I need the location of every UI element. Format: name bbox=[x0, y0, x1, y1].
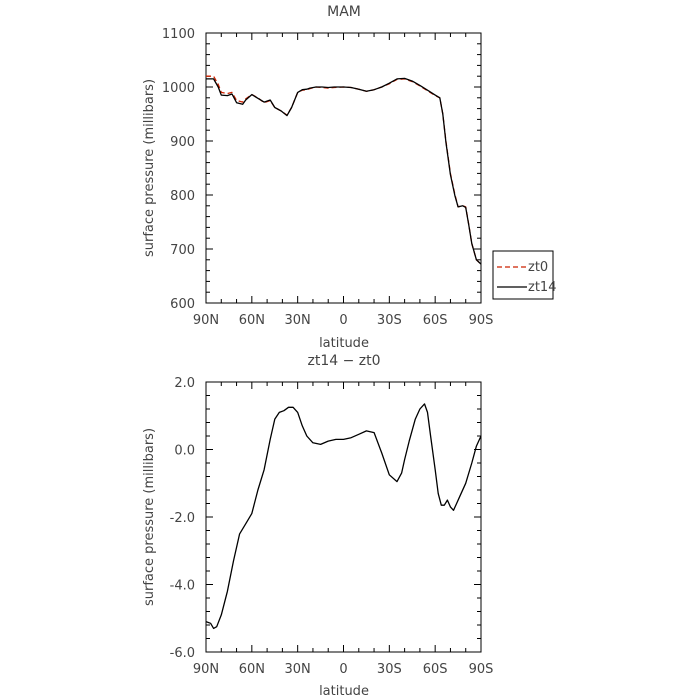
bottom-x-tick-label: 30S bbox=[377, 662, 402, 677]
top-y-tick-label: 1000 bbox=[162, 81, 195, 96]
bottom-x-tick-label: 60N bbox=[239, 662, 265, 677]
bottom-y-axis-label: surface pressure (millibars) bbox=[142, 428, 157, 606]
top-x-tick-labels: 90N 60N 30N 0 30S 60S 90S bbox=[193, 313, 494, 328]
bottom-series-lines bbox=[205, 403, 482, 630]
bottom-x-tick-label: 60S bbox=[423, 662, 448, 677]
top-series-lines bbox=[206, 75, 482, 265]
top-x-tick-label: 60S bbox=[423, 313, 448, 328]
top-y-tick-label: 1100 bbox=[162, 27, 195, 42]
top-y-tick-label: 600 bbox=[170, 297, 195, 312]
top-x-tick-label: 90N bbox=[193, 313, 219, 328]
top-legend: zt0 zt14 bbox=[492, 250, 556, 300]
bottom-series-line-0 bbox=[205, 403, 482, 630]
top-x-tick-label: 30S bbox=[377, 313, 402, 328]
top-series-line-zt14 bbox=[206, 77, 482, 265]
top-x-tick-label: 60N bbox=[239, 313, 265, 328]
bottom-x-tick-labels: 90N 60N 30N 0 30S 60S 90S bbox=[193, 662, 494, 677]
top-series-line-zt0 bbox=[206, 75, 482, 265]
bottom-chart-title: zt14 − zt0 bbox=[307, 353, 380, 369]
legend-zt14-label: zt14 bbox=[528, 280, 556, 295]
bottom-y-tick-label: -2.0 bbox=[170, 511, 195, 526]
bottom-y-tick-label: -6.0 bbox=[170, 646, 195, 661]
bottom-x-tick-label: 0 bbox=[339, 662, 347, 677]
legend-zt0-label: zt0 bbox=[528, 260, 548, 275]
top-y-tick-label: 800 bbox=[170, 189, 195, 204]
top-ticks bbox=[205, 32, 482, 304]
top-panel: MAM 90N 60N 30N 0 30S 60S 90S 600 700 800 900 1000… bbox=[142, 4, 556, 351]
top-y-axis-label: surface pressure (millibars) bbox=[142, 79, 157, 257]
legend-box bbox=[492, 250, 554, 300]
top-y-tick-labels: 600 700 800 900 1000 1100 bbox=[162, 27, 195, 312]
top-chart-title: MAM bbox=[327, 4, 361, 20]
bottom-x-tick-label: 30N bbox=[285, 662, 311, 677]
top-x-axis-label: latitude bbox=[319, 336, 369, 351]
top-x-tick-label: 0 bbox=[339, 313, 347, 328]
top-x-tick-label: 30N bbox=[285, 313, 311, 328]
top-x-tick-label: 90S bbox=[469, 313, 494, 328]
bottom-y-tick-label: 0.0 bbox=[174, 444, 195, 459]
top-plot-frame bbox=[205, 32, 482, 304]
bottom-x-tick-label: 90N bbox=[193, 662, 219, 677]
bottom-x-tick-label: 90S bbox=[469, 662, 494, 677]
bottom-panel: zt14 − zt0 90N 60N 30N 0 30S 60S 90S -6.0-4.0-… bbox=[142, 353, 493, 699]
top-y-tick-label: 900 bbox=[170, 135, 195, 150]
bottom-y-tick-label: -4.0 bbox=[170, 579, 195, 594]
bottom-x-axis-label: latitude bbox=[319, 684, 369, 699]
bottom-y-tick-labels: -6.0 -4.0 -2.0 0.0 2.0 bbox=[170, 376, 195, 661]
bottom-plot-frame bbox=[205, 381, 482, 653]
bottom-ticks bbox=[205, 381, 482, 653]
bottom-y-tick-label: 2.0 bbox=[174, 376, 195, 391]
top-y-tick-label: 700 bbox=[170, 243, 195, 258]
